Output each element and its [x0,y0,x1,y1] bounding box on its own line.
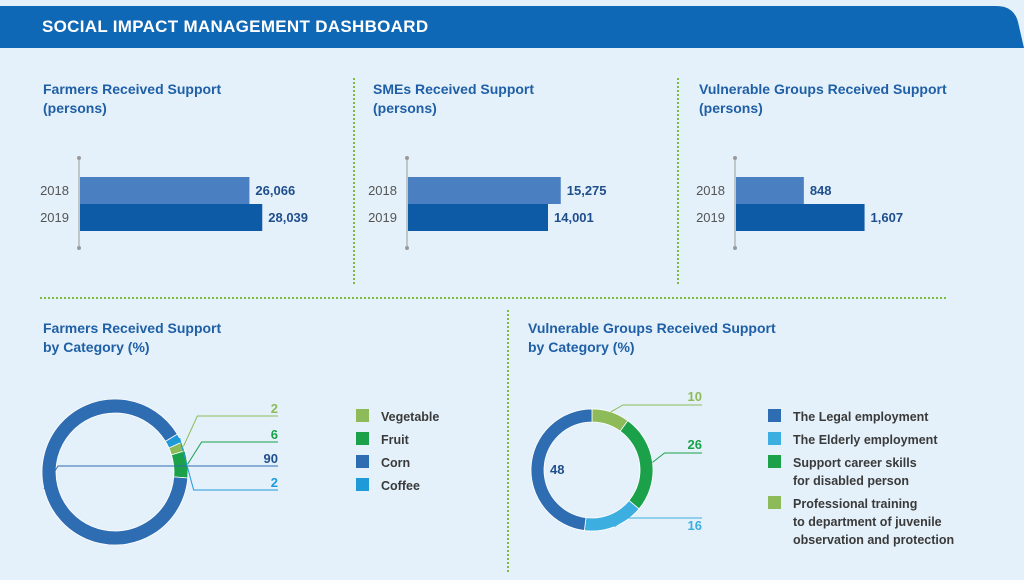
bar-value-label: 28,039 [268,210,308,225]
legend-item: The Elderly employment [768,431,954,449]
header-banner [0,6,1024,48]
farmers-cat-title-line2: by Category (%) [43,339,150,355]
farmers-category-title: Farmers Received Support by Category (%) [43,319,221,357]
vulnerable-title-line2: (persons) [699,100,763,116]
bar-axis-cap-bottom [733,246,737,250]
legend-label: Professional training to department of j… [793,497,955,547]
legend-label: The Legal employment [793,410,929,424]
legend-item: Fruit [356,431,439,449]
bar-category-label: 2019 [40,210,69,225]
vulnerable-category-legend: The Legal employment The Elderly employme… [768,408,954,554]
bar-axis-cap-top [733,156,737,160]
donut-leader-line [614,517,702,528]
donut-slice [530,408,593,531]
donut-value-label: 2 [271,475,278,490]
vulnerable-title-line1: Vulnerable Groups Received Support [699,81,947,97]
bar-category-label: 2019 [368,210,397,225]
bar-axis-cap-top [405,156,409,160]
bar-value-label: 1,607 [871,210,904,225]
farmers-support-title: Farmers Received Support (persons) [43,80,221,118]
donut-leader-line [187,441,278,465]
bar-axis-cap-bottom [405,246,409,250]
legend-label: Vegetable [381,410,440,424]
divider-vertical-2 [677,78,679,284]
legend-item: The Legal employment [768,408,954,426]
bar-2018 [80,177,250,204]
vulnerable-bar-chart: 2018 848 2019 1,607 [696,156,904,250]
donut-slice [583,500,640,532]
legend-item: Professional training to department of j… [768,495,954,549]
legend-item: Vegetable [356,408,439,426]
smes-title-line2: (persons) [373,100,437,116]
donut-value-label: 16 [688,518,702,533]
legend-swatch [356,455,369,468]
bar-axis-cap-top [77,156,81,160]
legend-label: The Elderly employment [793,433,938,447]
divider-horizontal [40,297,946,299]
legend-swatch [356,409,369,422]
donut-value-label: 90 [264,451,278,466]
legend-swatch [768,496,781,509]
smes-bar-chart: 2018 15,275 2019 14,001 [368,156,607,250]
donut-value-label: 2 [271,401,278,416]
bar-value-label: 26,066 [255,183,295,198]
legend-swatch [768,432,781,445]
farmers-title-line2: (persons) [43,100,107,116]
smes-title-line1: SMEs Received Support [373,81,535,97]
smes-support-title: SMEs Received Support (persons) [373,80,534,118]
legend-swatch [356,432,369,445]
bar-axis-cap-bottom [77,246,81,250]
vulnerable-category-donut: 10 26 16 48 [530,390,702,533]
legend-label: Fruit [381,433,409,447]
bar-category-label: 2018 [40,183,69,198]
dashboard-header: SOCIAL IMPACT MANAGEMENT DASHBOARD [0,0,1024,52]
farmers-category-legend: Vegetable Fruit Corn Coffee [356,408,439,500]
page-title: SOCIAL IMPACT MANAGEMENT DASHBOARD [42,17,429,36]
bar-2019 [80,204,263,231]
donut-leader-line [182,415,278,447]
bar-2018 [408,177,561,204]
legend-swatch [768,455,781,468]
donut-value-label: 6 [271,427,278,442]
donut-leader-line [610,404,702,413]
farmers-cat-title-line1: Farmers Received Support [43,320,222,336]
donut-slice [619,420,654,510]
bar-value-label: 848 [810,183,832,198]
donut-slice-coffee [164,433,183,449]
donut-slice-corn [41,398,189,546]
donut-value-label: 10 [688,390,702,404]
donut-leader-line [652,452,702,463]
vulnerable-cat-title-line2: by Category (%) [528,339,635,355]
bar-2018 [736,177,804,204]
vulnerable-cat-title-line1: Vulnerable Groups Received Support [528,320,776,336]
bar-value-label: 14,001 [554,210,594,225]
legend-label: Corn [381,456,411,470]
bar-2019 [736,204,865,231]
legend-item: Coffee [356,477,439,495]
bar-category-label: 2018 [696,183,725,198]
legend-label: Support career skills for disabled perso… [793,456,917,488]
legend-swatch [356,478,369,491]
donut-leader-line [43,465,278,490]
bar-value-label: 15,275 [567,183,607,198]
bar-category-label: 2019 [696,210,725,225]
vulnerable-support-title: Vulnerable Groups Received Support (pers… [699,80,947,118]
donut-value-label: 48 [550,462,564,477]
vulnerable-category-title: Vulnerable Groups Received Support by Ca… [528,319,776,357]
donut-value-label: 26 [688,437,702,452]
bar-category-label: 2018 [368,183,397,198]
divider-vertical-1 [353,78,355,284]
donut-slice-fruit [170,450,189,479]
bar-2019 [408,204,549,231]
farmers-category-donut: 2 6 90 2 [41,398,278,546]
farmers-title-line1: Farmers Received Support [43,81,222,97]
donut-leader-line [179,437,278,491]
legend-label: Coffee [381,479,420,493]
divider-vertical-3 [507,310,509,572]
farmers-bar-chart: 2018 26,066 2019 28,039 [40,156,308,250]
legend-item: Corn [356,454,439,472]
legend-item: Support career skills for disabled perso… [768,454,954,490]
legend-swatch [768,409,781,422]
